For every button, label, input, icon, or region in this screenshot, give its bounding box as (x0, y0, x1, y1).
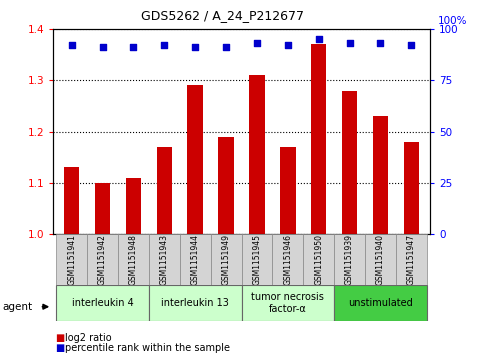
Bar (365, 234, 396, 285)
Bar (249, 75, 265, 234)
Point (68, 42, 75, 48)
Text: unstimulated: unstimulated (348, 298, 413, 308)
Text: percentile rank within the sample: percentile rank within the sample (65, 343, 230, 353)
Text: interleukin 4: interleukin 4 (71, 298, 133, 308)
Bar (242, 285, 334, 321)
Point (129, 45, 137, 50)
Bar (126, 178, 141, 234)
Text: GSM1151942: GSM1151942 (98, 234, 107, 285)
Text: GSM1151945: GSM1151945 (253, 234, 261, 285)
Text: GSM1151948: GSM1151948 (129, 234, 138, 285)
Text: GSM1151946: GSM1151946 (284, 234, 292, 285)
Bar (303, 234, 334, 285)
Bar (342, 90, 357, 234)
Bar (242, 234, 272, 285)
Bar (187, 85, 203, 234)
Bar (311, 44, 327, 234)
Text: interleukin 13: interleukin 13 (161, 298, 229, 308)
Bar (118, 234, 149, 285)
Bar (149, 285, 242, 321)
Text: ■: ■ (56, 333, 65, 343)
Text: GSM1151949: GSM1151949 (222, 234, 230, 285)
Text: GDS5262 / A_24_P212677: GDS5262 / A_24_P212677 (141, 9, 304, 22)
Point (253, 41, 261, 46)
Bar (218, 137, 234, 234)
Text: 100%: 100% (438, 16, 468, 26)
Bar (87, 234, 118, 285)
Text: ■: ■ (56, 343, 65, 353)
Point (315, 36, 323, 42)
Text: GSM1151940: GSM1151940 (376, 234, 385, 285)
Text: GSM1151943: GSM1151943 (160, 234, 169, 285)
Point (99, 45, 106, 50)
Bar (280, 147, 296, 234)
Bar (404, 142, 419, 234)
Bar (180, 234, 211, 285)
Bar (334, 285, 427, 321)
Point (191, 45, 199, 50)
Point (222, 45, 230, 50)
Bar (334, 234, 365, 285)
Text: GSM1151944: GSM1151944 (191, 234, 199, 285)
Text: GSM1151947: GSM1151947 (407, 234, 416, 285)
Text: log2 ratio: log2 ratio (65, 333, 112, 343)
Text: agent: agent (2, 302, 32, 312)
Bar (149, 234, 180, 285)
Bar (272, 234, 303, 285)
Bar (64, 167, 79, 234)
Text: tumor necrosis
factor-α: tumor necrosis factor-α (251, 292, 324, 314)
Bar (211, 234, 242, 285)
Point (160, 42, 168, 48)
Bar (373, 116, 388, 234)
Point (377, 41, 384, 46)
Bar (56, 285, 149, 321)
Point (284, 42, 292, 48)
Text: GSM1151939: GSM1151939 (345, 234, 354, 285)
Text: GSM1151950: GSM1151950 (314, 234, 323, 285)
Bar (156, 147, 172, 234)
Bar (95, 183, 110, 234)
Point (408, 42, 415, 48)
Bar (396, 234, 427, 285)
Text: GSM1151941: GSM1151941 (67, 234, 76, 285)
Bar (56, 234, 87, 285)
Point (346, 41, 354, 46)
